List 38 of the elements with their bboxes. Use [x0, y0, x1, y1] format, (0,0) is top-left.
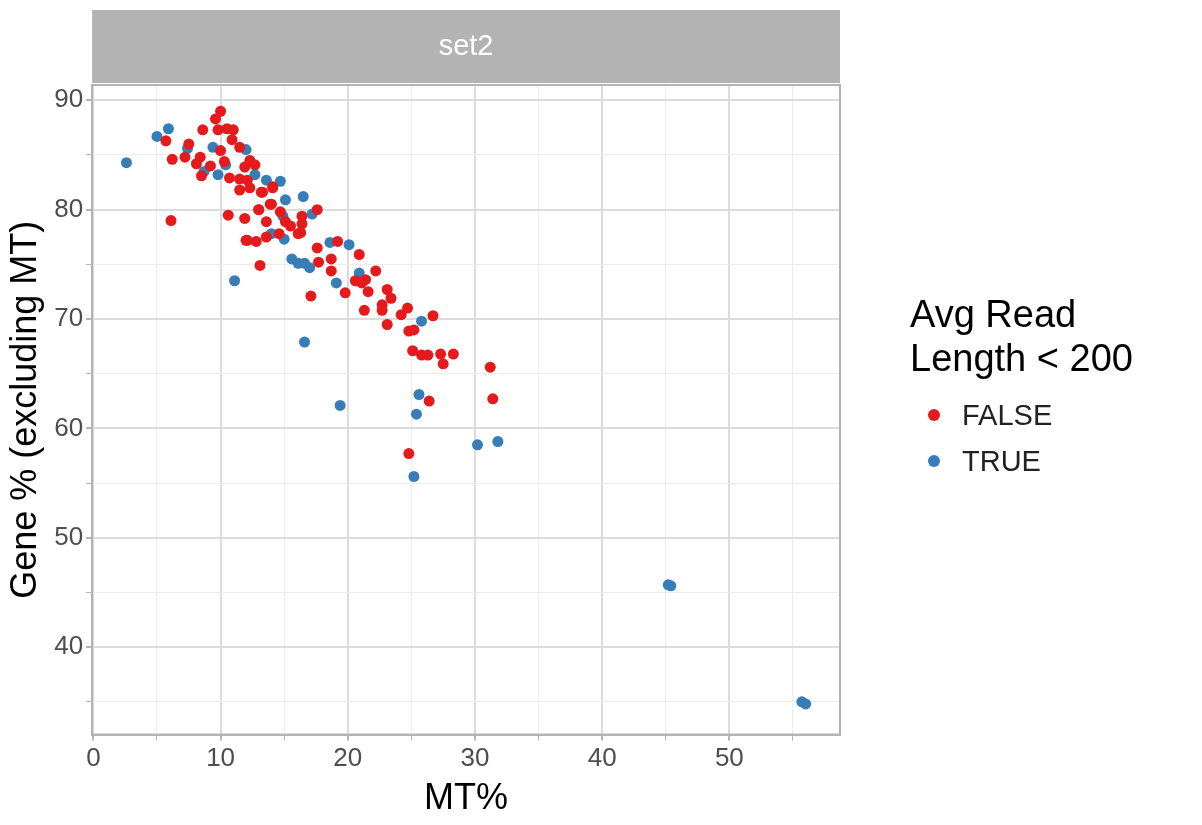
point — [279, 194, 291, 206]
legend-label: FALSE — [962, 398, 1053, 432]
point — [297, 191, 309, 203]
legend-title: Avg Read Length < 200 — [910, 292, 1134, 380]
y-tick-label: 60 — [54, 411, 84, 442]
x-tick-label: 0 — [86, 742, 101, 773]
x-tick-label: 30 — [460, 742, 490, 773]
point — [410, 408, 422, 420]
point — [212, 169, 224, 181]
point — [162, 123, 174, 135]
y-tick-label: 40 — [54, 630, 84, 661]
x-tick-label: 20 — [333, 742, 363, 773]
point — [304, 262, 316, 274]
point — [413, 388, 425, 400]
y-tick-label: 80 — [54, 192, 84, 223]
point — [330, 277, 342, 289]
point — [408, 471, 420, 483]
point — [299, 336, 311, 348]
legend-label: TRUE — [962, 444, 1041, 478]
point — [274, 175, 286, 187]
point — [120, 157, 132, 169]
x-tick-label: 50 — [714, 742, 744, 773]
y-axis-title: Gene % (excluding MT) — [2, 220, 44, 599]
x-axis-title: MT% — [424, 776, 509, 818]
point — [800, 698, 812, 710]
y-tick-label: 50 — [54, 520, 84, 551]
chart-title: set2 — [438, 28, 494, 61]
point — [343, 239, 355, 251]
point — [334, 399, 346, 411]
point — [229, 275, 241, 287]
x-tick-label: 10 — [206, 742, 236, 773]
point — [416, 315, 428, 327]
y-tick-label: 70 — [54, 302, 84, 333]
y-tick-label: 90 — [54, 83, 84, 114]
point — [492, 436, 504, 448]
x-tick-label: 40 — [587, 742, 617, 773]
point — [472, 439, 484, 451]
point — [151, 130, 163, 142]
